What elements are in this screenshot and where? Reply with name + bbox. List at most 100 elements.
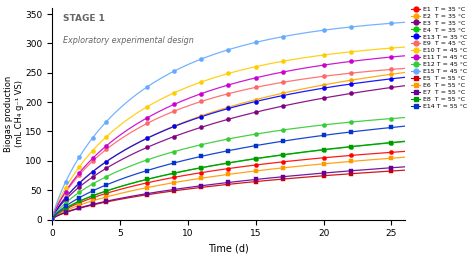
Point — [225, 71, 232, 76]
Point — [143, 168, 151, 173]
Point — [198, 57, 205, 61]
Point — [89, 189, 97, 193]
Point — [279, 35, 287, 39]
Point — [347, 130, 355, 134]
Point — [198, 99, 205, 103]
Point — [225, 161, 232, 165]
Point — [279, 153, 287, 157]
Point — [225, 105, 232, 109]
Point — [347, 153, 355, 157]
Point — [89, 136, 97, 140]
Point — [279, 139, 287, 143]
Point — [48, 217, 56, 222]
Point — [62, 196, 69, 200]
Point — [75, 196, 83, 200]
Point — [89, 203, 97, 207]
Point — [170, 91, 178, 95]
Point — [75, 181, 83, 185]
Point — [279, 177, 287, 181]
Point — [89, 182, 97, 186]
Point — [225, 83, 232, 87]
Point — [102, 199, 110, 203]
Point — [62, 195, 69, 199]
Point — [89, 170, 97, 174]
Point — [62, 204, 69, 208]
Point — [279, 59, 287, 63]
Point — [279, 160, 287, 164]
Point — [225, 182, 232, 186]
Point — [279, 166, 287, 170]
Point — [62, 201, 69, 205]
Point — [252, 85, 259, 90]
X-axis label: Time (d): Time (d) — [208, 244, 249, 254]
Point — [170, 171, 178, 175]
Point — [347, 78, 355, 82]
Point — [252, 40, 259, 44]
Point — [347, 25, 355, 29]
Point — [225, 106, 232, 110]
Point — [75, 165, 83, 169]
Point — [198, 166, 205, 170]
Point — [48, 217, 56, 222]
Point — [347, 159, 355, 164]
Point — [347, 120, 355, 124]
Point — [102, 200, 110, 204]
Point — [320, 74, 328, 78]
Point — [320, 174, 328, 178]
Point — [143, 177, 151, 181]
Point — [170, 124, 178, 128]
Point — [102, 175, 110, 179]
Point — [75, 173, 83, 177]
Point — [279, 91, 287, 95]
Point — [62, 180, 69, 184]
Point — [89, 170, 97, 174]
Point — [252, 157, 259, 161]
Text: Exploratory experimental design: Exploratory experimental design — [63, 36, 193, 45]
Point — [198, 184, 205, 188]
Point — [89, 194, 97, 198]
Point — [102, 183, 110, 187]
Point — [252, 143, 259, 148]
Point — [102, 191, 110, 195]
Point — [62, 206, 69, 210]
Point — [48, 217, 56, 222]
Point — [75, 171, 83, 175]
Point — [75, 203, 83, 207]
Point — [388, 67, 395, 71]
Point — [225, 161, 232, 165]
Point — [75, 185, 83, 189]
Point — [170, 102, 178, 107]
Point — [198, 125, 205, 129]
Point — [198, 176, 205, 180]
Point — [388, 72, 395, 76]
Point — [170, 124, 178, 128]
Point — [347, 50, 355, 54]
Point — [388, 140, 395, 144]
Point — [252, 99, 259, 103]
Point — [89, 148, 97, 152]
Point — [320, 86, 328, 90]
Point — [320, 156, 328, 160]
Point — [347, 145, 355, 149]
Point — [48, 217, 56, 222]
Point — [252, 64, 259, 69]
Point — [102, 135, 110, 139]
Point — [347, 59, 355, 63]
Point — [252, 132, 259, 136]
Point — [225, 166, 232, 171]
Point — [143, 181, 151, 185]
Point — [89, 199, 97, 203]
Point — [170, 189, 178, 193]
Point — [75, 206, 83, 210]
Point — [102, 144, 110, 148]
Point — [102, 189, 110, 193]
Point — [48, 217, 56, 222]
Point — [388, 116, 395, 120]
Text: STAGE 1: STAGE 1 — [63, 14, 104, 23]
Point — [48, 217, 56, 222]
Point — [48, 217, 56, 222]
Point — [48, 217, 56, 222]
Point — [102, 120, 110, 124]
Point — [198, 185, 205, 189]
Point — [347, 91, 355, 95]
